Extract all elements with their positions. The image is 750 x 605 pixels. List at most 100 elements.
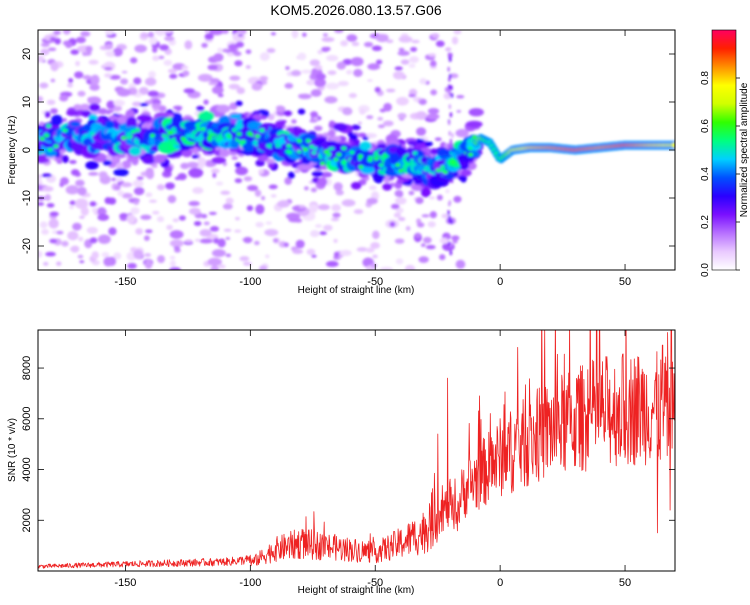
spectrogram-blob [103,256,114,267]
spectrogram-blob [38,202,45,206]
spectrogram-blob [288,217,301,223]
spectrogram-blob [426,113,440,120]
spectrogram-blob [144,77,157,86]
spectrogram-blob [435,40,445,47]
spectrogram-blob [405,226,411,231]
spectrogram-blob [50,61,59,72]
spectrogram-blob [130,207,140,215]
colorbar-tick-label: 0.6 [700,119,711,133]
spectrogram-blob [164,36,175,42]
spectrogram-blob [398,36,413,43]
spectrogram-blob [72,222,82,231]
spectrogram-blob [210,168,220,174]
spectrogram-blob [332,212,341,218]
spectrogram-blob [415,196,424,204]
spectrogram-y-axis: -20 -10 0 10 20 [21,48,675,254]
spectrogram-blob [59,94,69,102]
spectrogram-blob [418,256,429,263]
spectrogram-blob [113,168,129,177]
spectrogram-hotspot [373,156,379,161]
spectrogram-blob [266,48,276,53]
spectrogram-blob [315,64,323,71]
spectrogram-blob [431,33,440,39]
spectrogram-hotspot [440,165,446,170]
spectrogram-blob [447,120,451,126]
spectrogram-hotspot [395,162,401,167]
spectrogram-blob [139,103,149,107]
spectrogram-blob [342,107,353,116]
spectrogram-blob [69,200,76,206]
spectrogram-hotspot [333,157,339,162]
spectrogram-xlabel: Height of straight line (km) [298,285,415,296]
spectrogram-hotspot [379,155,386,160]
spectrogram-blob [50,78,56,83]
snr-panel: -150 -100 -50 0 50 2000 4000 6000 8000 Height o… [7,329,676,596]
spectrogram-blob [48,47,57,52]
spectrogram-blob [328,129,336,137]
spectrogram-blob [99,209,107,214]
spectrogram-blob [222,203,233,210]
spectrogram-blob [350,56,364,67]
spectrogram-blob [221,30,229,34]
spectrogram-blob [407,140,418,146]
spectrogram-blob [333,238,338,243]
spectrogram-hotspot [467,146,473,151]
spectrogram-blob [455,128,469,138]
spectrogram-blob [173,246,181,250]
spectrogram-hotspot [191,130,198,135]
spectrogram-blob [350,181,362,190]
spectrogram-blob [46,203,55,208]
spectrogram-hotspot [130,129,136,134]
spectrogram-hotspot [275,143,281,148]
spectrogram-blob [395,207,404,214]
spectrogram-blob [106,109,114,113]
y-tick-label: 8000 [21,356,33,380]
spectrogram-blob [416,222,425,228]
spectrogram-blob [453,195,462,203]
spectrogram-blob [283,110,293,117]
spectrogram-blob [270,32,276,36]
spectrogram-blob [207,150,214,155]
spectrogram-blob [284,82,294,89]
spectrogram-blob [430,89,438,96]
colorbar-ticks: 0.0 0.2 0.4 0.6 0.8 [700,71,740,277]
spectrogram-blob [234,60,243,67]
spectrogram-hotspot [319,161,326,166]
spectrogram-blob [309,203,318,214]
spectrogram-blob [267,113,275,121]
spectrogram-blob [201,42,208,48]
spectrogram-blob [209,30,224,36]
spectrogram-hotspot [286,143,292,148]
spectrogram-blob [449,73,459,79]
spectrogram-hotspot [89,131,96,136]
spectrogram-blob [234,178,243,184]
spectrogram-blob [90,74,100,86]
x-tick-label: -100 [239,577,261,589]
spectrogram-blob [199,238,214,244]
spectrogram-blob [326,55,339,62]
spectrogram-blob [86,226,98,234]
spectrogram-hotspot [39,136,45,141]
spectrogram-blob [445,47,452,52]
spectrogram-blob [392,71,405,80]
snr-series-line [38,330,675,569]
spectrogram-blob [449,112,453,118]
spectrogram-blob [169,255,176,260]
spectrogram-blob [101,251,110,258]
spectrogram-blob [77,254,84,259]
spectrogram-blob [152,210,160,215]
spectrogram-blob [116,88,131,97]
spectrogram-blob [417,97,422,101]
spectrogram-blob [78,236,84,242]
spectrogram-blob [165,182,175,190]
spectrogram-hotspot [259,128,265,133]
spectrogram-hotspot [62,128,68,133]
spectrogram-blob [261,196,266,201]
spectrogram-blob [418,98,427,105]
spectrogram-blob [136,114,153,123]
spectrogram-blob [152,55,160,61]
spectrogram-blob [302,32,307,37]
spectrogram-blob [420,187,431,198]
spectrogram-x-axis: -150 -100 -50 0 50 [114,30,631,288]
spectrogram-blob [327,140,338,146]
